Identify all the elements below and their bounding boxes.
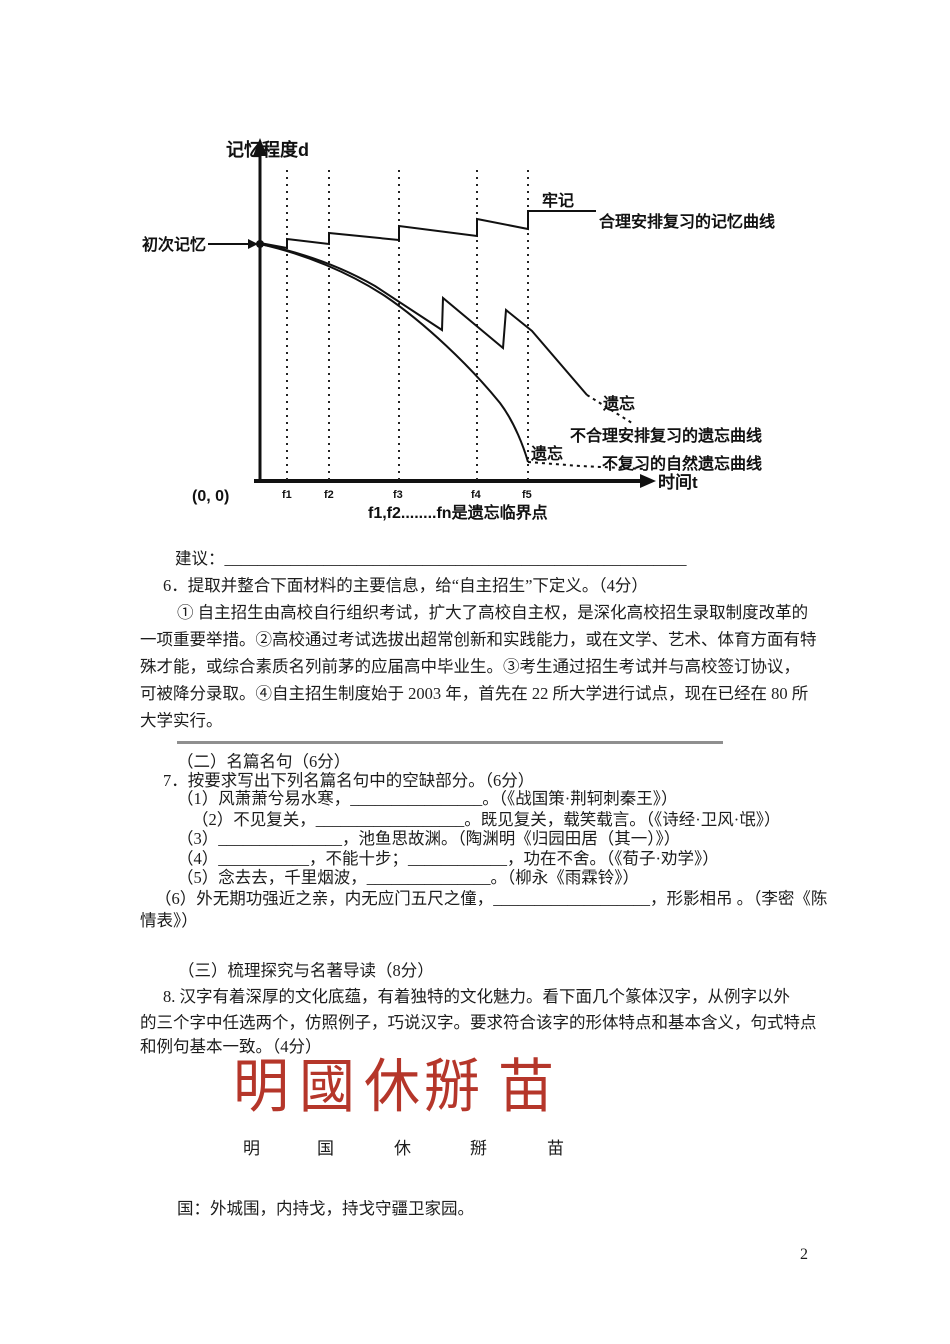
origin-label: (0, 0): [192, 488, 229, 505]
seal-character-ming: 明: [233, 1055, 289, 1121]
natural-forgetting-curve: [259, 243, 529, 463]
natural-curve-label: 不复习的自然遗忘曲线: [602, 454, 762, 473]
section-divider: [177, 741, 723, 744]
q8-line: 8. 汉字有着深厚的文化底蕴，有着独特的文化魅力。看下面几个篆体汉字，从例字以外: [163, 987, 790, 1006]
forget-upper-label: 遗忘: [602, 394, 635, 413]
bad-review-curve-label: 不合理安排复习的遗忘曲线: [570, 426, 762, 445]
seal-character-miao: 苗: [498, 1055, 554, 1121]
x-axis-label: 时间t: [658, 472, 698, 492]
q7-item-wrap: 情表》）: [140, 911, 198, 930]
seal-character-guo: 國: [299, 1055, 355, 1121]
q7-item: （5）念去去，千里烟波，_______________。（柳永《雨霖铃》）: [177, 868, 639, 887]
initial-memory-label: 初次记忆: [142, 235, 206, 254]
diagram-caption: f1,f2........fn是遗忘临界点: [368, 503, 548, 522]
q7-item: （1）风萧萧兮易水寒，________________。（《战国策·荆轲刺秦王》…: [177, 789, 678, 808]
q7-item: （3）_______________，池鱼思故渊。（陶渊明《归园田居（其一）》）: [177, 829, 681, 848]
x-axis-arrow-icon: [640, 474, 656, 488]
seal-label-bai: 掰: [470, 1139, 487, 1158]
q6-body-line: 大学实行。: [140, 711, 223, 730]
seal-character-bai: 掰: [424, 1055, 480, 1121]
tick-f2: f2: [324, 489, 334, 501]
section3-heading: （三）梳理探究与名著导读（8分）: [178, 961, 434, 980]
q6-body-line: 一项重要举措。②高校通过考试选拔出超常创新和实践能力，或在文学、艺术、体育方面有…: [140, 630, 817, 649]
section2-heading: （二）名篇名句（6分）: [177, 752, 351, 771]
q8-line: 和例句基本一致。（4分）: [140, 1037, 322, 1056]
memory-curve-diagram: 记忆程度d 时间t (0, 0) f1 f2 f3 f4 f5 f1,f2...…: [142, 138, 775, 522]
initial-memory-arrow-icon: [248, 239, 258, 249]
suggestion-line: 建议：_____________________________________…: [175, 549, 687, 568]
critical-point-gridlines: [286, 170, 529, 480]
q7-item: （4）___________，不能十步；____________，功在不舍。（《…: [177, 849, 719, 868]
q7-intro: 7．按要求写出下列名篇名句中的空缺部分。（6分）: [163, 771, 535, 790]
firmly-remember-label: 牢记: [542, 191, 574, 210]
q6-body-line: 殊才能，或综合素质名列前茅的应届高中毕业生。③考生通过招生考试并与高校签订协议，: [140, 657, 800, 676]
bad-review-curve: [259, 243, 588, 396]
seal-character-xiu: 休: [364, 1055, 420, 1121]
page-number: 2: [800, 1246, 808, 1263]
q8-line: 的三个字中任选两个，仿照例子，巧说汉字。要求符合该字的形体特点和基本含义，句式特…: [140, 1013, 817, 1032]
q6-body-line: ① 自主招生由高校自行组织考试，扩大了高校自主权，是深化高校招生录取制度改革的: [177, 603, 809, 622]
y-axis-arrow-icon: [253, 138, 267, 156]
example-answer-line: 国：外城围，内持戈，持戈守疆卫家园。: [177, 1199, 474, 1218]
q6-body-line: 可被降分录取。④自主招生制度始于 2003 年，首先在 22 所大学进行试点，现…: [140, 684, 809, 703]
q7-item: （2）不见复关，__________________。既见复关，载笑载言。（《诗…: [192, 810, 781, 829]
tick-f5: f5: [522, 489, 532, 501]
q7-item: （6）外无期功强近之亲，内无应门五尺之僮，___________________…: [155, 889, 828, 908]
forget-lower-label: 遗忘: [530, 444, 563, 463]
bad-review-curve-dotted-tail: [586, 394, 633, 424]
good-review-curve: [259, 210, 596, 250]
seal-label-ming: 明: [243, 1139, 260, 1158]
q6-intro: 6．提取并整合下面材料的主要信息，给“自主招生”下定义。（4分）: [163, 576, 648, 595]
y-axis-label: 记忆程度d: [226, 139, 309, 160]
tick-f3: f3: [393, 489, 403, 501]
seal-label-miao: 苗: [547, 1139, 564, 1158]
seal-label-xiu: 休: [394, 1139, 411, 1158]
tick-f1: f1: [282, 489, 292, 501]
good-review-curve-label: 合理安排复习的记忆曲线: [599, 212, 775, 231]
seal-label-guo: 国: [317, 1139, 334, 1158]
tick-f4: f4: [471, 489, 482, 501]
